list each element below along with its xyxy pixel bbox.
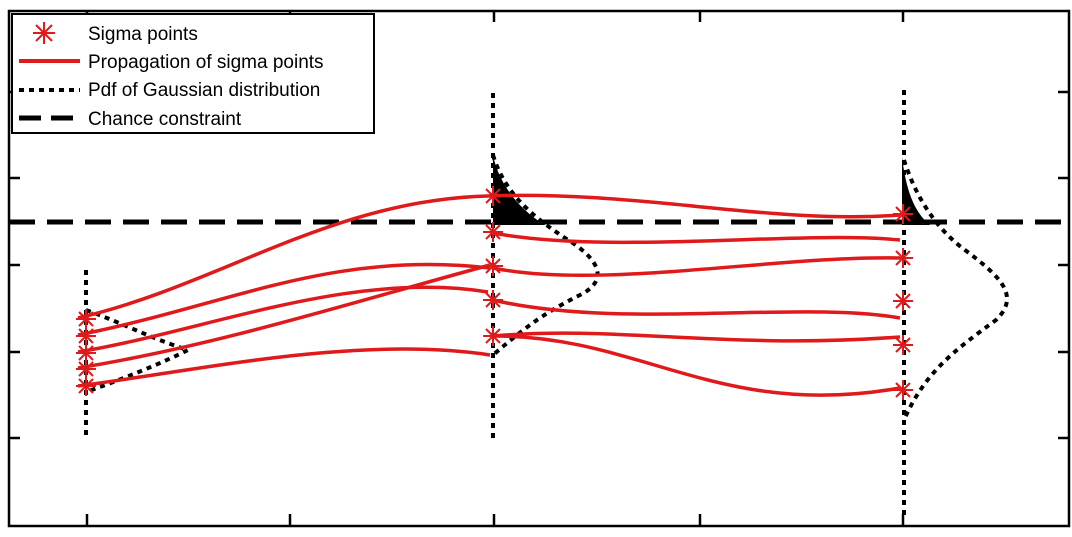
propagation-line — [77, 263, 491, 370]
pdf-stage-3 — [902, 159, 1009, 421]
gaussian-pdfs — [85, 154, 1009, 421]
propagation-line — [492, 256, 901, 278]
sigma-point — [76, 359, 96, 379]
legend-label: Sigma points — [88, 24, 198, 45]
axis-ticks — [9, 11, 1069, 526]
sigma-point — [483, 186, 503, 206]
sigma-point — [893, 291, 913, 311]
propagation-line — [77, 194, 489, 320]
sigma-points — [76, 186, 913, 400]
sigma-point — [483, 256, 503, 276]
legend-box — [11, 13, 375, 134]
pdf-stage-2 — [491, 154, 600, 357]
legend: Sigma points Propagation of sigma points… — [11, 13, 375, 134]
propagation-line — [492, 298, 901, 320]
sigma-point — [76, 309, 96, 329]
sigma-point — [483, 290, 503, 310]
propagation-line — [492, 334, 901, 397]
propagation-line — [492, 231, 901, 245]
propagation-line — [77, 347, 491, 388]
legend-label: Propagation of sigma points — [88, 52, 324, 73]
propagation-line — [77, 285, 489, 354]
propagation-line — [487, 193, 901, 219]
propagation-line — [492, 331, 901, 343]
stage-axes — [84, 90, 906, 520]
pdf-tail-stage-2 — [493, 155, 545, 225]
sigma-point — [76, 326, 96, 346]
sigma-point — [893, 335, 913, 355]
legend-label: Pdf of Gaussian distribution — [88, 80, 320, 101]
propagation-line — [77, 262, 491, 337]
sigma-point — [76, 343, 96, 363]
sigma-point — [76, 376, 96, 396]
pdf-stage-1 — [85, 308, 194, 394]
sigma-point — [893, 248, 913, 268]
plot-frame — [7, 9, 1071, 528]
sigma-point — [483, 222, 503, 242]
propagation-curves — [77, 193, 901, 397]
sigma-point — [893, 204, 913, 224]
legend-label: Chance constraint — [88, 109, 242, 130]
legend-sigma-marker — [33, 22, 55, 44]
sigma-point — [483, 326, 503, 346]
sigma-point — [893, 380, 913, 400]
